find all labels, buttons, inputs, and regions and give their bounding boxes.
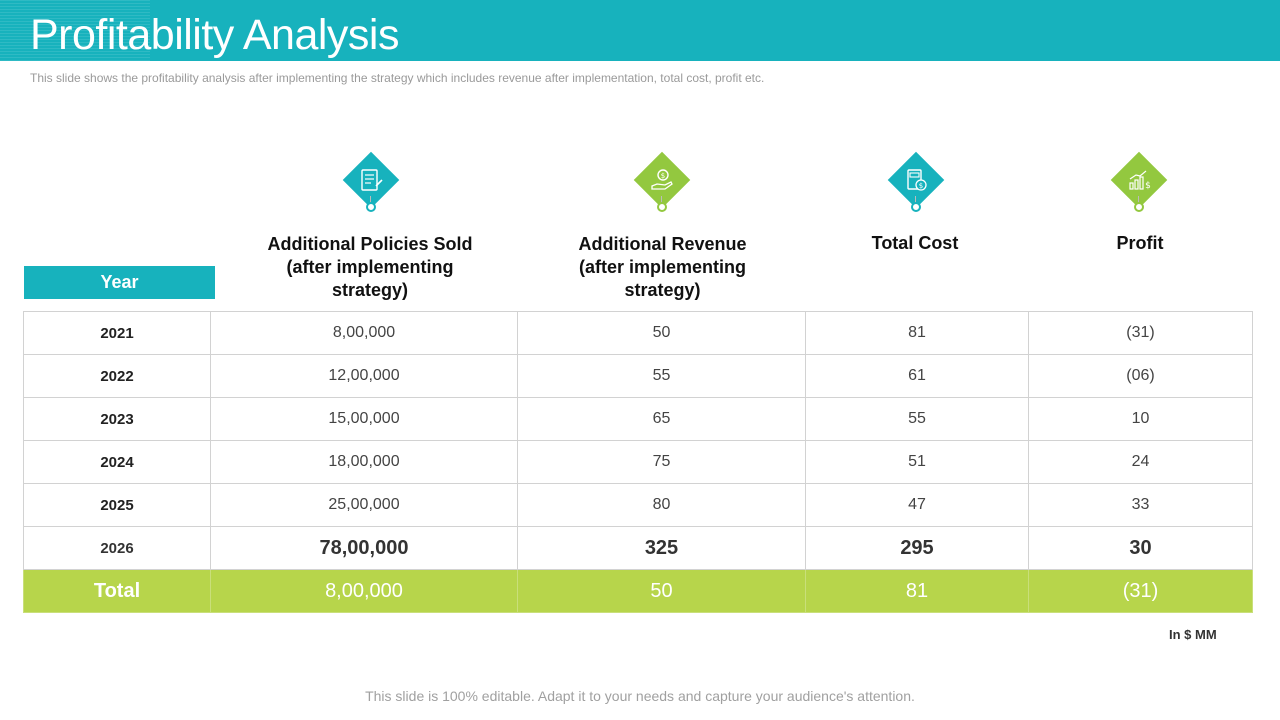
policies-cell: 78,00,000 xyxy=(210,526,518,570)
profit-cell: 24 xyxy=(1028,440,1253,484)
unit-note: In $ MM xyxy=(1169,627,1217,642)
total-policies-cell: 8,00,000 xyxy=(210,569,518,613)
profit-icon-marker: $ xyxy=(1110,151,1168,212)
profit-cell: 30 xyxy=(1028,526,1253,570)
header-decoration xyxy=(0,0,150,61)
total-cost-cell: 47 xyxy=(805,483,1029,527)
svg-text:$: $ xyxy=(661,172,665,180)
year-cell: 2026 xyxy=(23,526,211,570)
policies-cell: 25,00,000 xyxy=(210,483,518,527)
policies-cell: 15,00,000 xyxy=(210,397,518,441)
table-row: 2024 18,00,000 75 51 24 xyxy=(23,440,1253,484)
year-cell: 2024 xyxy=(23,440,211,484)
header-bar: Profitability Analysis xyxy=(0,0,1280,61)
total-cost-cell: 295 xyxy=(805,526,1029,570)
cost-icon-marker: $ xyxy=(887,151,945,212)
revenue-cell: 75 xyxy=(517,440,806,484)
total-revenue-cell: 50 xyxy=(517,569,806,613)
column-header-total-cost: Total Cost xyxy=(871,233,959,253)
profit-cell: (06) xyxy=(1028,354,1253,398)
year-cell: 2025 xyxy=(23,483,211,527)
profit-chart-icon: $ xyxy=(1129,170,1151,191)
profit-cell: 33 xyxy=(1028,483,1253,527)
total-cost-cell: 61 xyxy=(805,354,1029,398)
svg-text:$: $ xyxy=(1145,181,1151,191)
total-cost-cell: 51 xyxy=(805,440,1029,484)
total-cost-cell: 81 xyxy=(805,311,1029,355)
column-header-policies: Additional Policies Sold (after implemen… xyxy=(267,234,473,300)
footer-note: This slide is 100% editable. Adapt it to… xyxy=(365,688,915,704)
column-header-profit: Profit xyxy=(1116,233,1164,253)
total-cost-total-cell: 81 xyxy=(805,569,1029,613)
policies-cell: 8,00,000 xyxy=(210,311,518,355)
revenue-cell: 325 xyxy=(517,526,806,570)
revenue-icon-marker: $ xyxy=(633,151,691,212)
column-header-revenue: Additional Revenue (after implementing s… xyxy=(578,234,747,300)
page-subtitle: This slide shows the profitability analy… xyxy=(30,71,765,85)
profit-cell: (31) xyxy=(1028,311,1253,355)
total-cost-cell: 55 xyxy=(805,397,1029,441)
policies-icon-marker xyxy=(342,151,400,212)
money-hand-icon: $ xyxy=(651,169,673,190)
table-row: 2022 12,00,000 55 61 (06) xyxy=(23,354,1253,398)
year-cell: 2023 xyxy=(23,397,211,441)
table-row: 2026 78,00,000 325 295 30 xyxy=(23,526,1253,570)
policy-document-icon xyxy=(361,169,383,191)
revenue-cell: 50 xyxy=(517,311,806,355)
page-title: Profitability Analysis xyxy=(30,11,400,59)
total-row: Total 8,00,000 50 81 (31) xyxy=(23,569,1253,613)
table-row: 2021 8,00,000 50 81 (31) xyxy=(23,311,1253,355)
svg-text:$: $ xyxy=(919,182,923,190)
year-header: Year xyxy=(24,266,215,299)
year-cell: 2022 xyxy=(23,354,211,398)
table-row: 2025 25,00,000 80 47 33 xyxy=(23,483,1253,527)
table-row: 2023 15,00,000 65 55 10 xyxy=(23,397,1253,441)
revenue-cell: 80 xyxy=(517,483,806,527)
policies-cell: 12,00,000 xyxy=(210,354,518,398)
policies-cell: 18,00,000 xyxy=(210,440,518,484)
profitability-table: 2021 8,00,000 50 81 (31) 2022 12,00,000 … xyxy=(23,311,1253,613)
year-cell: 2021 xyxy=(23,311,211,355)
cost-calculator-icon: $ xyxy=(907,169,927,191)
revenue-cell: 55 xyxy=(517,354,806,398)
profit-cell: 10 xyxy=(1028,397,1253,441)
revenue-cell: 65 xyxy=(517,397,806,441)
total-label: Total xyxy=(23,569,211,613)
total-profit-cell: (31) xyxy=(1028,569,1253,613)
